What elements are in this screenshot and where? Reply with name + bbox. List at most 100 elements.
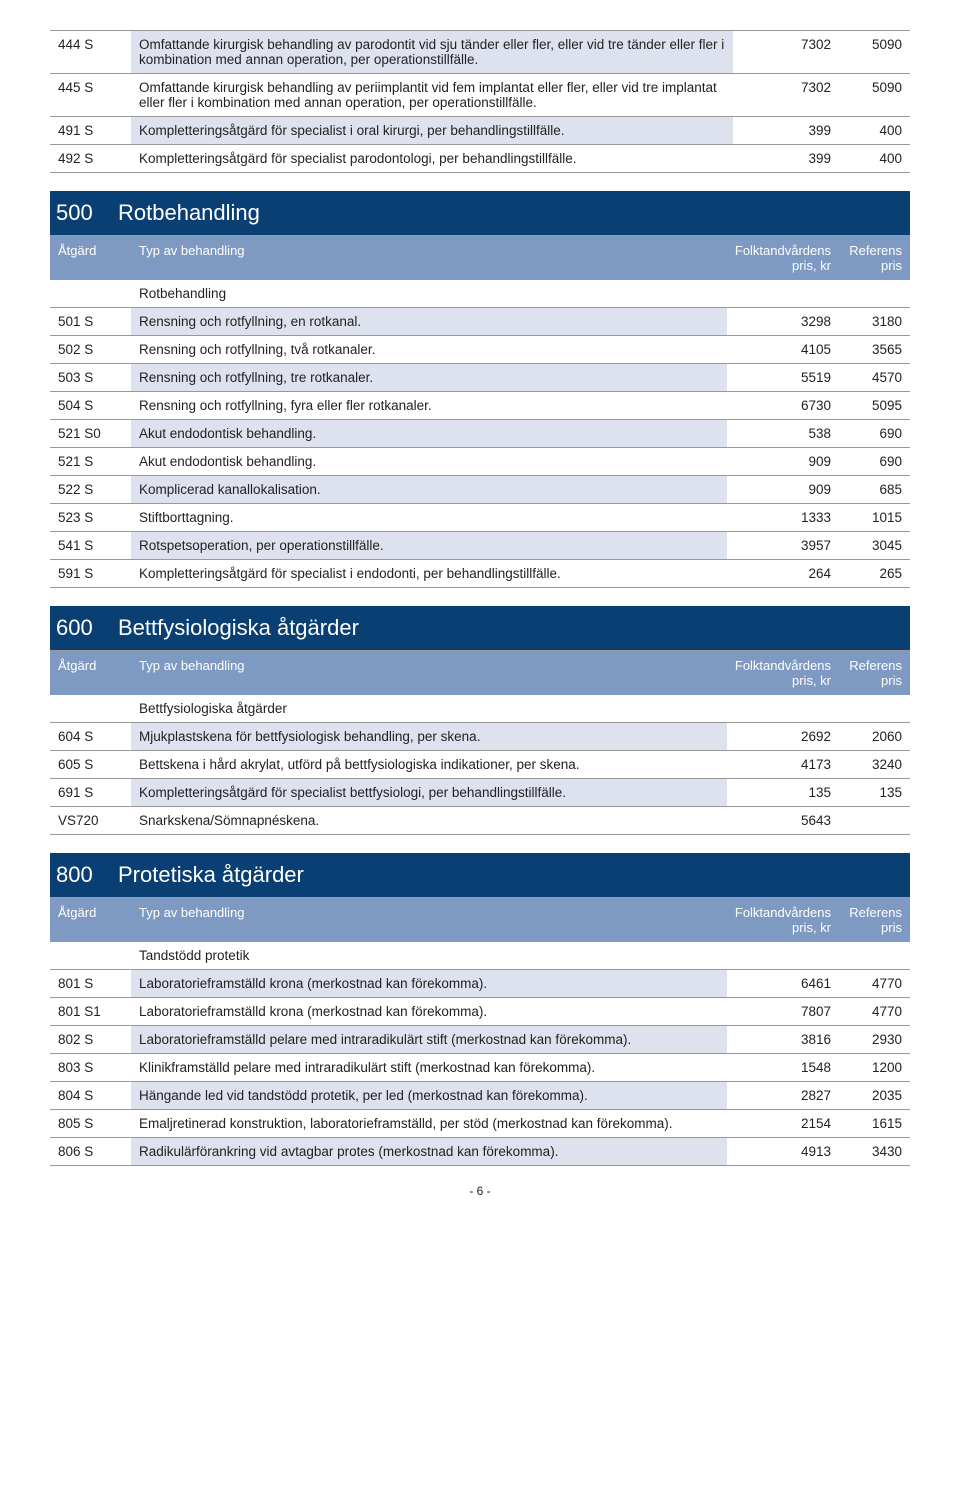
table-row: 804 SHängande led vid tandstödd protetik… bbox=[50, 1082, 910, 1110]
code-cell: 806 S bbox=[50, 1138, 131, 1166]
code-cell: 445 S bbox=[50, 74, 131, 117]
desc-cell: Stiftborttagning. bbox=[131, 504, 727, 532]
table-row: 805 SEmaljretinerad konstruktion, labora… bbox=[50, 1110, 910, 1138]
code-cell: 492 S bbox=[50, 145, 131, 173]
desc-cell: Kompletteringsåtgärd för specialist i en… bbox=[131, 560, 727, 588]
table-row: 691 SKompletteringsåtgärd för specialist… bbox=[50, 779, 910, 807]
section-title: 600Bettfysiologiska åtgärder bbox=[50, 606, 910, 651]
price2-cell: 4770 bbox=[839, 970, 910, 998]
price2-cell: 400 bbox=[839, 145, 910, 173]
code-cell: 501 S bbox=[50, 308, 131, 336]
desc-cell: Klinikframställd pelare med intraradikul… bbox=[131, 1054, 727, 1082]
desc-cell: Komplicerad kanallokalisation. bbox=[131, 476, 727, 504]
code-cell: 504 S bbox=[50, 392, 131, 420]
col-price1-label: Folktandvårdenspris, kr bbox=[727, 236, 839, 281]
code-cell: 803 S bbox=[50, 1054, 131, 1082]
table-row: 802 SLaboratorieframställd pelare med in… bbox=[50, 1026, 910, 1054]
price1-cell: 3816 bbox=[727, 1026, 839, 1054]
desc-cell: Kompletteringsåtgärd för specialist paro… bbox=[131, 145, 733, 173]
code-cell: 604 S bbox=[50, 723, 131, 751]
desc-cell: Emaljretinerad konstruktion, laboratorie… bbox=[131, 1110, 727, 1138]
desc-cell: Akut endodontisk behandling. bbox=[131, 448, 727, 476]
desc-cell: Hängande led vid tandstödd protetik, per… bbox=[131, 1082, 727, 1110]
category-label: Rotbehandling bbox=[131, 280, 727, 308]
col-price1-label: Folktandvårdenspris, kr bbox=[727, 651, 839, 696]
col-price1-label: Folktandvårdenspris, kr bbox=[727, 898, 839, 943]
category-row: Rotbehandling bbox=[50, 280, 910, 308]
price2-cell: 4770 bbox=[839, 998, 910, 1026]
price1-cell: 4105 bbox=[727, 336, 839, 364]
desc-cell: Rensning och rotfyllning, tre rotkanaler… bbox=[131, 364, 727, 392]
section-table: 500RotbehandlingÅtgärdTyp av behandlingF… bbox=[50, 191, 910, 588]
price1-cell: 6461 bbox=[727, 970, 839, 998]
col-type-label: Typ av behandling bbox=[131, 236, 727, 281]
price2-cell: 5090 bbox=[839, 74, 910, 117]
price2-cell: 1015 bbox=[839, 504, 910, 532]
price1-cell: 4173 bbox=[727, 751, 839, 779]
code-cell: 502 S bbox=[50, 336, 131, 364]
price1-cell: 5643 bbox=[727, 807, 839, 835]
table-row: 492 SKompletteringsåtgärd för specialist… bbox=[50, 145, 910, 173]
price2-cell: 3045 bbox=[839, 532, 910, 560]
col-type-label: Typ av behandling bbox=[131, 651, 727, 696]
table-row: 444 SOmfattande kirurgisk behandling av … bbox=[50, 31, 910, 74]
price1-cell: 264 bbox=[727, 560, 839, 588]
table-row: 604 SMjukplastskena för bettfysiologisk … bbox=[50, 723, 910, 751]
page-number: - 6 - bbox=[50, 1184, 910, 1198]
desc-cell: Laboratorieframställd krona (merkostnad … bbox=[131, 970, 727, 998]
price1-cell: 3957 bbox=[727, 532, 839, 560]
price2-cell: 3430 bbox=[839, 1138, 910, 1166]
table-row: 501 SRensning och rotfyllning, en rotkan… bbox=[50, 308, 910, 336]
desc-cell: Kompletteringsåtgärd för specialist bett… bbox=[131, 779, 727, 807]
price2-cell: 400 bbox=[839, 117, 910, 145]
category-row: Tandstödd protetik bbox=[50, 942, 910, 970]
code-cell: 541 S bbox=[50, 532, 131, 560]
code-cell: 521 S bbox=[50, 448, 131, 476]
table-row: 803 SKlinikframställd pelare med intrara… bbox=[50, 1054, 910, 1082]
table-row: 445 SOmfattande kirurgisk behandling av … bbox=[50, 74, 910, 117]
code-cell: 691 S bbox=[50, 779, 131, 807]
col-price2-label: Referenspris bbox=[839, 651, 910, 696]
col-type-label: Typ av behandling bbox=[131, 898, 727, 943]
price2-cell: 3180 bbox=[839, 308, 910, 336]
price1-cell: 4913 bbox=[727, 1138, 839, 1166]
category-label: Bettfysiologiska åtgärder bbox=[131, 695, 727, 723]
price1-cell: 909 bbox=[727, 476, 839, 504]
table-row: 591 SKompletteringsåtgärd för specialist… bbox=[50, 560, 910, 588]
desc-cell: Omfattande kirurgisk behandling av parod… bbox=[131, 31, 733, 74]
code-cell: 503 S bbox=[50, 364, 131, 392]
desc-cell: Radikulärförankring vid avtagbar protes … bbox=[131, 1138, 727, 1166]
price1-cell: 7302 bbox=[733, 74, 839, 117]
table-row: 502 SRensning och rotfyllning, två rotka… bbox=[50, 336, 910, 364]
col-action-label: Åtgärd bbox=[50, 651, 131, 696]
section-title: 500Rotbehandling bbox=[50, 191, 910, 236]
price2-cell: 690 bbox=[839, 420, 910, 448]
price1-cell: 2692 bbox=[727, 723, 839, 751]
table-row: 491 SKompletteringsåtgärd för specialist… bbox=[50, 117, 910, 145]
code-cell: 801 S bbox=[50, 970, 131, 998]
section-title: 800Protetiska åtgärder bbox=[50, 853, 910, 898]
section-table: 600Bettfysiologiska åtgärderÅtgärdTyp av… bbox=[50, 606, 910, 835]
category-row: Bettfysiologiska åtgärder bbox=[50, 695, 910, 723]
code-cell: VS720 bbox=[50, 807, 131, 835]
price2-cell: 4570 bbox=[839, 364, 910, 392]
price2-cell bbox=[839, 807, 910, 835]
table-row: 801 SLaboratorieframställd krona (merkos… bbox=[50, 970, 910, 998]
price1-cell: 2827 bbox=[727, 1082, 839, 1110]
column-header-row: ÅtgärdTyp av behandlingFolktandvårdenspr… bbox=[50, 236, 910, 281]
table-row: VS720Snarkskena/Sömnapnéskena.5643 bbox=[50, 807, 910, 835]
price2-cell: 1200 bbox=[839, 1054, 910, 1082]
column-header-row: ÅtgärdTyp av behandlingFolktandvårdenspr… bbox=[50, 651, 910, 696]
desc-cell: Laboratorieframställd pelare med intrara… bbox=[131, 1026, 727, 1054]
desc-cell: Laboratorieframställd krona (merkostnad … bbox=[131, 998, 727, 1026]
price2-cell: 685 bbox=[839, 476, 910, 504]
price2-cell: 2930 bbox=[839, 1026, 910, 1054]
desc-cell: Snarkskena/Sömnapnéskena. bbox=[131, 807, 727, 835]
price1-cell: 1548 bbox=[727, 1054, 839, 1082]
top-table: 444 SOmfattande kirurgisk behandling av … bbox=[50, 30, 910, 173]
col-price2-label: Referenspris bbox=[839, 236, 910, 281]
price1-cell: 538 bbox=[727, 420, 839, 448]
price2-cell: 1615 bbox=[839, 1110, 910, 1138]
code-cell: 521 S0 bbox=[50, 420, 131, 448]
col-price2-label: Referenspris bbox=[839, 898, 910, 943]
